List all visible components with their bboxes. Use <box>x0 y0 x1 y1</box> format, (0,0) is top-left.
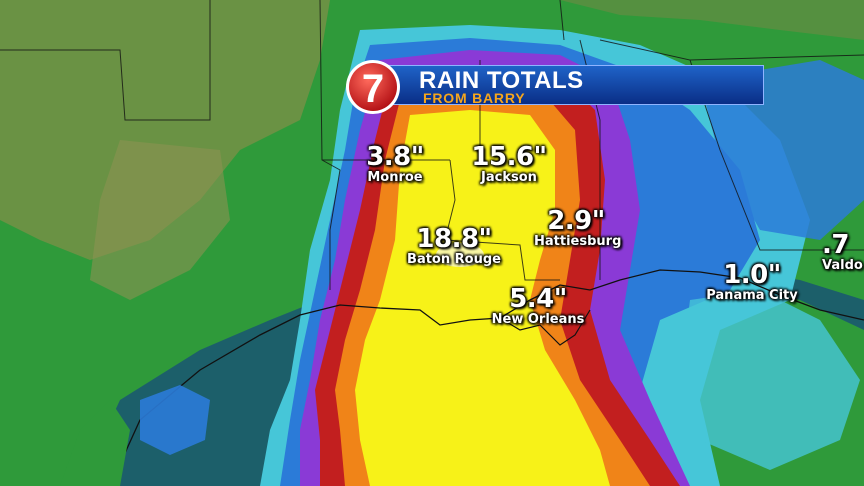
delta-outline <box>499 309 591 346</box>
state-borders <box>0 0 864 290</box>
rain-cyan-patch <box>680 290 860 470</box>
logo-numeral: 7 <box>362 67 384 111</box>
channel-7-logo-icon: 7 <box>346 60 400 114</box>
dry-terrain <box>0 0 330 260</box>
city-name: Panama City <box>706 288 798 303</box>
city-name: Jackson <box>481 170 537 185</box>
rain-value: 18.8" <box>416 224 492 254</box>
rain-value: .7 <box>822 230 849 260</box>
rain-total-valdosta: .7 Valdo <box>822 232 864 272</box>
rain-total-baton-rouge: 18.8" Baton Rouge <box>404 226 504 266</box>
city-name: Hattiesburg <box>534 234 622 249</box>
rain-value: 2.9" <box>547 206 605 236</box>
banner-bar: RAIN TOTALS FROM BARRY <box>388 65 764 106</box>
dry-terrain-patch <box>90 140 230 300</box>
rain-total-new-orleans: 5.4" New Orleans <box>490 286 586 326</box>
green-coast-texas <box>60 400 130 486</box>
city-name: New Orleans <box>491 312 585 327</box>
city-name: Valdo <box>822 258 863 273</box>
rain-peak <box>436 243 484 267</box>
city-name: Monroe <box>367 170 423 185</box>
title-banner: RAIN TOTALS FROM BARRY 7 <box>338 58 764 114</box>
rain-yellow-core <box>355 110 610 486</box>
rain-total-hattiesburg: 2.9" Hattiesburg <box>534 206 622 249</box>
city-name: Baton Rouge <box>407 252 501 267</box>
rain-total-jackson: 15.6" Jackson <box>466 144 552 184</box>
rain-value: 3.8" <box>366 142 424 172</box>
blue-rain-texas <box>140 385 210 455</box>
dry-terrain-patch <box>560 0 864 40</box>
banner-subtitle: FROM BARRY <box>423 90 526 106</box>
rain-value: 5.4" <box>509 284 567 314</box>
banner-title: RAIN TOTALS <box>419 67 584 94</box>
rain-value: 15.6" <box>471 142 547 172</box>
rain-value: 1.0" <box>723 260 781 290</box>
rain-blue-patch <box>700 60 864 240</box>
rain-total-monroe: 3.8" Monroe <box>360 144 430 184</box>
rain-total-panama-city: 1.0" Panama City <box>700 262 804 302</box>
